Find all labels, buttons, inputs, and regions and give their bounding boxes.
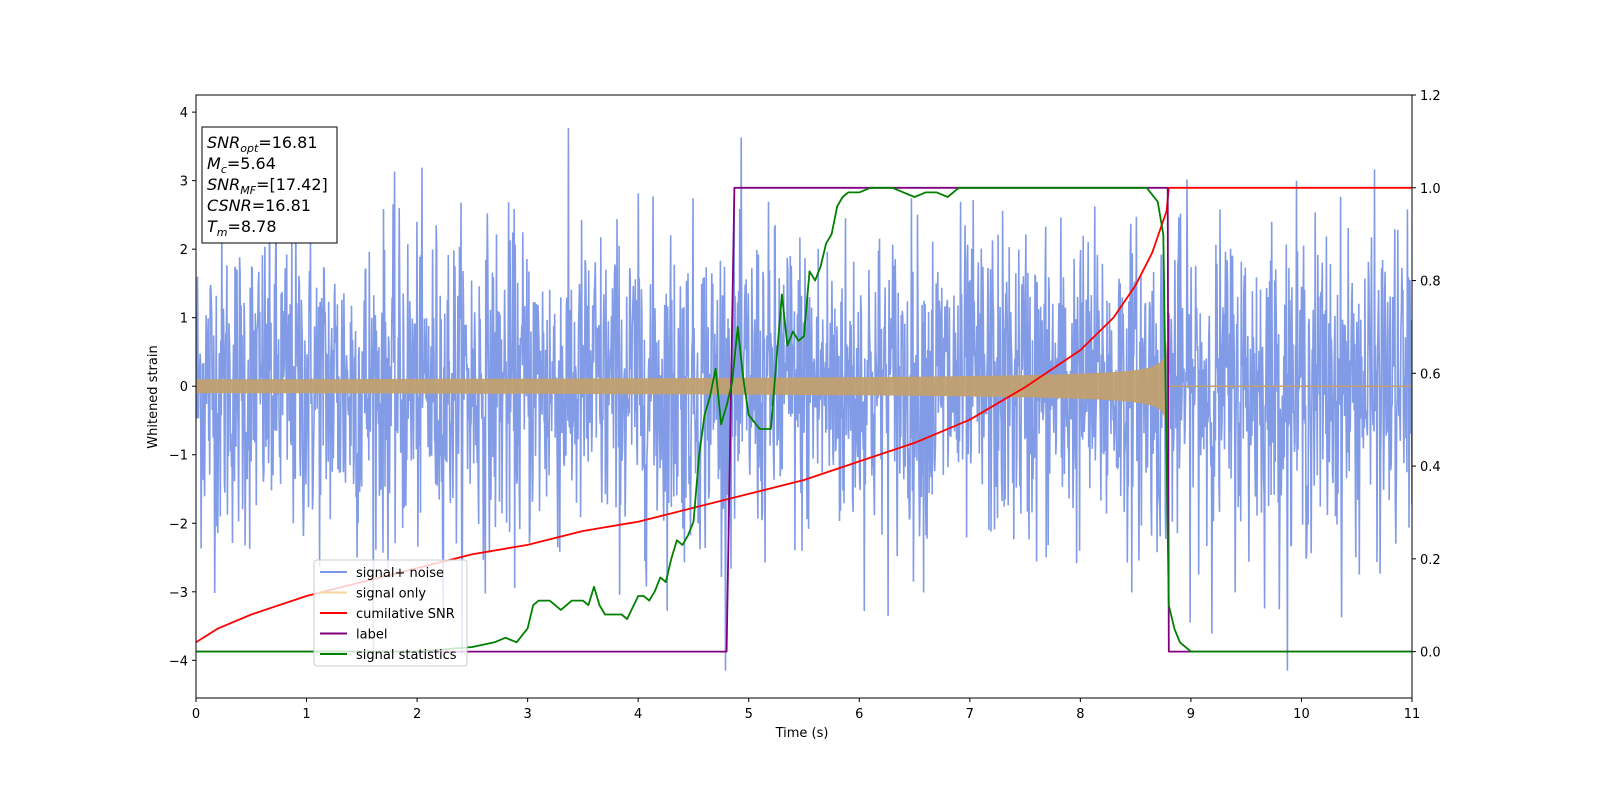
- y-left-tick-label: 0: [180, 380, 188, 395]
- x-tick-label: 5: [745, 707, 753, 722]
- legend-label: signal+ noise: [356, 566, 444, 581]
- y-right-tick-label: 0.8: [1420, 275, 1441, 290]
- y-left-tick-label: 4: [180, 106, 188, 121]
- x-tick-label: 4: [634, 707, 642, 722]
- x-tick-label: 8: [1076, 707, 1084, 722]
- signal-statistics-line: [196, 186, 1412, 653]
- series-signal-statistics: [196, 186, 1412, 653]
- y-right-tick-label: 1.0: [1420, 182, 1441, 197]
- x-tick-label: 3: [523, 707, 531, 722]
- info-line: CSNR=16.81: [207, 196, 311, 215]
- x-tick-label: 11: [1404, 707, 1421, 722]
- y-left-axis-ticks: −4 −3 −2 −1 0 1 2 3 4: [169, 106, 196, 669]
- info-line: Tm=8.78: [207, 217, 277, 239]
- y-left-tick-label: −4: [169, 654, 188, 669]
- y-axis-label: Whitened strain: [146, 345, 161, 448]
- x-tick-label: 2: [413, 707, 421, 722]
- info-line: SNRopt=16.81: [207, 133, 318, 155]
- x-tick-label: 6: [855, 707, 863, 722]
- x-axis-label: Time (s): [775, 726, 829, 741]
- info-line: SNRMF=[17.42]: [207, 175, 328, 197]
- y-right-axis-ticks: 0.0 0.2 0.4 0.6 0.8 1.0 1.2: [1412, 89, 1441, 661]
- y-left-tick-label: −2: [169, 517, 188, 532]
- y-left-tick-label: 1: [180, 312, 188, 327]
- y-left-tick-label: −3: [169, 586, 188, 601]
- y-left-tick-label: 2: [180, 243, 188, 258]
- x-tick-label: 10: [1293, 707, 1310, 722]
- legend-label: cumilative SNR: [356, 607, 455, 622]
- y-right-tick-label: 0.2: [1420, 553, 1441, 568]
- y-right-tick-label: 0.4: [1420, 460, 1441, 475]
- x-tick-label: 7: [966, 707, 974, 722]
- x-tick-label: 0: [192, 707, 200, 722]
- signal-only-envelope: [196, 339, 1167, 434]
- x-tick-label: 1: [302, 707, 310, 722]
- y-right-tick-label: 0.0: [1420, 646, 1441, 661]
- y-right-tick-label: 0.6: [1420, 367, 1441, 382]
- axes-frame: [195, 94, 1413, 699]
- x-axis-ticks: 0 1 2 3 4 5 6 7 8 9 10 11: [192, 698, 1420, 722]
- info-line: Mc=5.64: [207, 154, 276, 176]
- info-box: SNRopt=16.81Mc=5.64SNRMF=[17.42]CSNR=16.…: [201, 126, 338, 244]
- legend-label: signal only: [356, 587, 426, 602]
- legend: signal+ noise signal only cumilative SNR la…: [313, 559, 468, 667]
- legend-label: label: [356, 628, 387, 643]
- legend-label: signal statistics: [356, 648, 457, 663]
- series-signal-only: [196, 339, 1412, 434]
- y-left-tick-label: 3: [180, 175, 188, 190]
- y-right-tick-label: 1.2: [1420, 89, 1441, 104]
- x-tick-label: 9: [1187, 707, 1195, 722]
- y-left-tick-label: −1: [169, 449, 188, 464]
